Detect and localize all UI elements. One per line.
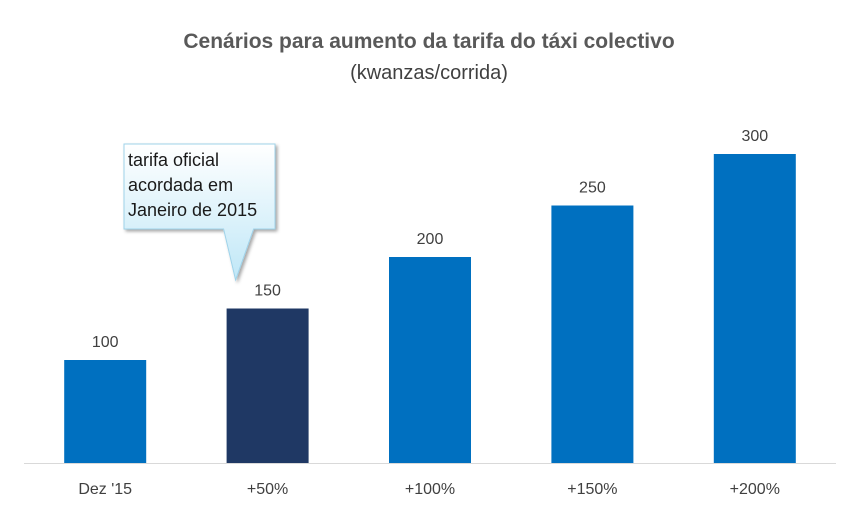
bar	[226, 308, 309, 463]
chart-title: Cenários para aumento da tarifa do táxi …	[183, 30, 675, 53]
annotation-callout	[123, 143, 276, 282]
annotation-text: tarifa oficial acordada em Janeiro de 20…	[128, 148, 278, 223]
data-label: 250	[579, 180, 606, 197]
data-label: 200	[417, 231, 444, 248]
data-label: 100	[92, 334, 119, 351]
bar	[389, 257, 471, 463]
x-tick-label: +150%	[567, 481, 617, 498]
bar	[64, 360, 147, 463]
bar	[551, 205, 634, 463]
bar	[713, 154, 796, 463]
x-tick-label: Dez '15	[78, 481, 132, 498]
annotation-line: Janeiro de 2015	[128, 200, 258, 220]
annotation-line: acordada em	[128, 175, 234, 195]
x-tick-label: +100%	[405, 481, 455, 498]
x-tick-label: +50%	[247, 481, 288, 498]
data-label: 150	[254, 283, 281, 300]
data-label: 300	[741, 128, 768, 145]
chart-subtitle: (kwanzas/corrida)	[350, 62, 508, 84]
annotation-line: tarifa oficial	[128, 150, 220, 170]
x-tick-label: +200%	[730, 481, 780, 498]
